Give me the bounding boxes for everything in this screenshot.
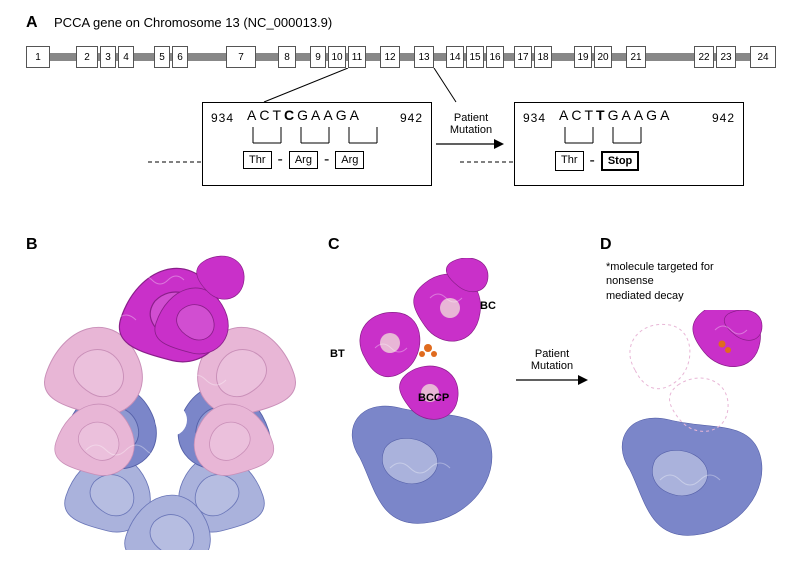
mut-seq-box: 934 942 ACTTGAAGA Thr - Stop bbox=[514, 102, 744, 186]
mut-dashed-lead bbox=[460, 160, 520, 164]
mut-codon-ticks bbox=[515, 127, 745, 151]
wt-bases-base-3: C bbox=[284, 107, 297, 123]
wt-bases-base-7: G bbox=[336, 107, 350, 123]
wt-bases-base-8: A bbox=[350, 107, 362, 123]
panel-d-structure bbox=[600, 310, 780, 560]
exon-3: 3 bbox=[100, 46, 116, 68]
exon-4: 4 bbox=[118, 46, 134, 68]
exon-8: 8 bbox=[278, 46, 296, 68]
wt-bases-base-4: G bbox=[297, 107, 311, 123]
mut-bases-base-5: A bbox=[621, 107, 633, 123]
exon-21: 21 bbox=[626, 46, 646, 68]
exon-12: 12 bbox=[380, 46, 400, 68]
exon-2: 2 bbox=[76, 46, 98, 68]
exon-13: 13 bbox=[414, 46, 434, 68]
panel-c-letter: C bbox=[328, 236, 340, 254]
exon-19: 19 bbox=[574, 46, 592, 68]
exon-14: 14 bbox=[446, 46, 464, 68]
panel-b-structure bbox=[36, 250, 306, 550]
mut-bases-base-1: C bbox=[571, 107, 584, 123]
exon-15: 15 bbox=[466, 46, 484, 68]
exon-5: 5 bbox=[154, 46, 170, 68]
mut-bases-base-0: A bbox=[559, 107, 571, 123]
panel-a-letter: A bbox=[26, 14, 38, 31]
wt-codon-ticks bbox=[203, 127, 433, 151]
domain-label-bc: BC bbox=[480, 300, 496, 312]
wt-aa-3: Arg bbox=[335, 151, 364, 169]
wt-end-num: 942 bbox=[400, 109, 423, 127]
exon-10: 10 bbox=[328, 46, 346, 68]
mut-aa-row: Thr - Stop bbox=[555, 151, 639, 171]
exon-1: 1 bbox=[26, 46, 50, 68]
mut-bases-base-2: T bbox=[584, 107, 596, 123]
mut-aa-1: Thr bbox=[555, 151, 584, 171]
figure-root: A PCCA gene on Chromosome 13 (NC_000013.… bbox=[0, 0, 800, 579]
mut-start-num: 934 bbox=[523, 109, 546, 127]
wt-start-num: 934 bbox=[211, 109, 234, 127]
wt-bases-base-5: A bbox=[311, 107, 323, 123]
exon-24: 24 bbox=[750, 46, 776, 68]
mut-bases-base-7: G bbox=[646, 107, 660, 123]
exon-11: 11 bbox=[348, 46, 366, 68]
mutation-arrow-a-label: Patient Mutation bbox=[438, 112, 504, 136]
exon-9: 9 bbox=[310, 46, 326, 68]
domain-label-bccp: BCCP bbox=[418, 392, 449, 404]
mut-bases: ACTTGAAGA bbox=[559, 107, 672, 125]
wt-aa-1: Thr bbox=[243, 151, 272, 169]
exon-6: 6 bbox=[172, 46, 188, 68]
wt-bases-base-1: C bbox=[259, 107, 272, 123]
mut-end-num: 942 bbox=[712, 109, 735, 127]
panel-a-header: A PCCA gene on Chromosome 13 (NC_000013.… bbox=[26, 14, 332, 32]
wt-seq-box: 934 942 ACTCGAAGA Thr - Arg - Arg bbox=[202, 102, 432, 186]
mut-aa-2: Stop bbox=[601, 151, 639, 171]
panel-d-letter: D bbox=[600, 236, 612, 254]
wt-bases-base-2: T bbox=[272, 107, 284, 123]
mutation-arrow-cd bbox=[516, 370, 590, 390]
exon-7: 7 bbox=[226, 46, 256, 68]
panel-a-title: PCCA gene on Chromosome 13 (NC_000013.9) bbox=[54, 15, 332, 30]
exon-23: 23 bbox=[716, 46, 736, 68]
exon-22: 22 bbox=[694, 46, 714, 68]
wt-bases-base-0: A bbox=[247, 107, 259, 123]
wt-aa-row: Thr - Arg - Arg bbox=[243, 151, 364, 169]
intron-bar bbox=[26, 53, 776, 61]
wt-aa-2: Arg bbox=[289, 151, 318, 169]
exon-18: 18 bbox=[534, 46, 552, 68]
panel-d-note: *molecule targeted for nonsense mediated… bbox=[606, 260, 766, 303]
exon-20: 20 bbox=[594, 46, 612, 68]
mutation-arrow-a bbox=[436, 134, 506, 154]
domain-label-bt: BT bbox=[330, 348, 345, 360]
wt-bases: ACTCGAAGA bbox=[247, 107, 362, 125]
exon-16: 16 bbox=[486, 46, 504, 68]
wt-bases-base-6: A bbox=[323, 107, 335, 123]
mut-bases-base-6: A bbox=[634, 107, 646, 123]
wt-dashed-lead bbox=[148, 160, 208, 164]
callout-lines bbox=[26, 68, 776, 104]
mut-bases-base-4: G bbox=[608, 107, 622, 123]
mut-bases-base-8: A bbox=[660, 107, 672, 123]
mut-bases-base-3: T bbox=[596, 107, 608, 123]
mutation-arrow-cd-label: Patient Mutation bbox=[516, 348, 588, 372]
gene-track: 123456789101112131415161718192021222324 bbox=[26, 46, 776, 70]
exon-17: 17 bbox=[514, 46, 532, 68]
